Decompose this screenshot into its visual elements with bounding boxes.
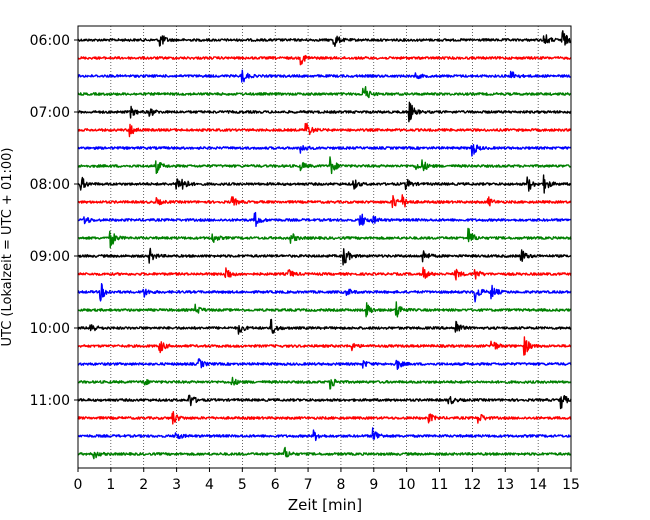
trace-group — [77, 30, 572, 460]
seismogram-trace — [77, 394, 572, 410]
y-tick-label: 06:00 — [30, 33, 70, 49]
x-tick-label: 0 — [74, 477, 83, 493]
x-tick-label: 4 — [205, 477, 214, 493]
seismogram-trace — [77, 194, 572, 209]
seismogram-trace — [77, 30, 572, 47]
x-tick-label: 7 — [304, 477, 313, 493]
x-tick-label: 2 — [139, 477, 148, 493]
seismogram-trace — [77, 54, 572, 66]
seismogram-trace — [77, 174, 572, 194]
x-tick-label: 13 — [496, 477, 514, 493]
x-tick-label: 11 — [431, 477, 449, 493]
y-tick-label: 11:00 — [30, 393, 70, 409]
seismogram-trace — [77, 247, 572, 266]
x-tick-label: 15 — [562, 477, 580, 493]
seismogram-trace — [77, 101, 572, 123]
x-axis: 0 1 2 3 4 5 6 7 8 9 10 11 12 13 14 15 — [74, 468, 580, 493]
y-tick-label: 07:00 — [30, 105, 70, 121]
seismogram-trace — [77, 411, 572, 425]
seismogram-trace — [77, 301, 572, 318]
seismogram-trace — [77, 227, 572, 249]
y-axis-title: UTC (Lokalzeit = UTC + 01:00) — [0, 148, 15, 347]
x-tick-label: 3 — [172, 477, 181, 493]
seismogram-trace — [77, 336, 572, 356]
x-tick-label: 12 — [463, 477, 481, 493]
seismogram-trace — [77, 427, 572, 442]
seismogram-trace — [77, 446, 572, 460]
x-axis-title: Zeit [min] — [288, 496, 362, 514]
x-tick-label: 14 — [529, 477, 547, 493]
x-tick-label: 10 — [398, 477, 416, 493]
seismogram-trace — [77, 156, 572, 175]
seismogram-trace — [77, 211, 572, 227]
y-tick-label: 08:00 — [30, 177, 70, 193]
x-tick-label: 5 — [238, 477, 247, 493]
seismogram-trace — [77, 122, 572, 138]
x-tick-label: 9 — [369, 477, 378, 493]
seismogram-trace — [77, 318, 572, 335]
seismogram-trace — [77, 86, 572, 99]
x-tick-label: 6 — [271, 477, 280, 493]
y-axis: 06:00 07:00 08:00 09:00 10:00 11:00 — [30, 33, 78, 409]
seismogram-trace — [77, 144, 572, 157]
seismogram-trace — [77, 358, 572, 370]
x-tick-label: 1 — [106, 477, 115, 493]
seismogram-trace — [77, 283, 572, 303]
seismogram-trace — [77, 69, 572, 83]
seismogram-trace — [77, 376, 572, 390]
y-tick-label: 09:00 — [30, 249, 70, 265]
x-tick-label: 8 — [336, 477, 345, 493]
plot-area-background — [78, 26, 571, 468]
seismogram-trace — [77, 266, 572, 281]
plot-frame — [77, 25, 572, 469]
y-tick-label: 10:00 — [30, 321, 70, 337]
